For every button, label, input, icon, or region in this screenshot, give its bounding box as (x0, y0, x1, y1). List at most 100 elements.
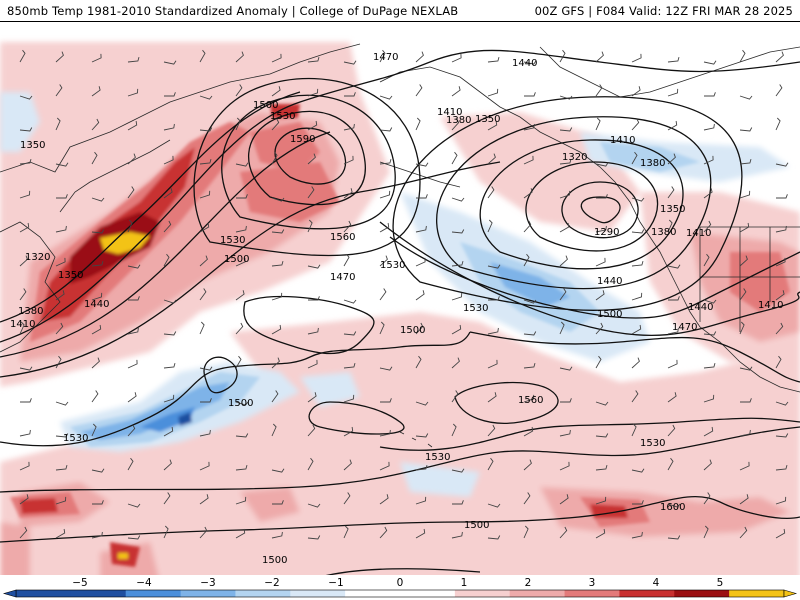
wind-barb (524, 92, 536, 97)
wind-barb (200, 398, 212, 403)
height-contour (325, 568, 481, 575)
wind-barb (595, 117, 601, 131)
wind-barb (199, 526, 208, 539)
wind-barb (595, 464, 608, 471)
contour-label: 1530 (463, 303, 488, 314)
contour-label: 1590 (290, 134, 315, 145)
wind-barb (775, 322, 784, 335)
wind-barb (55, 290, 65, 301)
coastlines (0, 43, 800, 448)
wind-barb (631, 423, 637, 437)
wind-barb (775, 290, 785, 301)
contour-label: 1440 (597, 276, 622, 287)
colorbar-legend: −5 −4 −3 −2 −1 0 1 2 3 4 5 (0, 575, 800, 600)
wind-barb (775, 117, 781, 131)
wind-barb (667, 424, 676, 437)
wind-barb (595, 496, 607, 505)
wind-barb (307, 88, 319, 97)
wind-barb (344, 92, 356, 97)
wind-barb (523, 394, 535, 403)
height-contour (479, 139, 684, 270)
wind-barb (379, 127, 393, 132)
wind-barb (703, 155, 714, 165)
wind-barb (343, 220, 352, 233)
wind-barb (308, 296, 320, 301)
height-contour (436, 116, 712, 290)
wind-barb (487, 264, 501, 269)
wind-barb (487, 424, 496, 437)
legend-tick-label: 3 (589, 577, 596, 589)
colorbar-segment (235, 590, 291, 597)
contour-label: 1440 (688, 302, 713, 313)
contour-label: 1350 (475, 114, 500, 125)
height-contour (203, 356, 238, 394)
legend-tick-label: −2 (264, 577, 279, 589)
wind-barb (55, 257, 66, 267)
wind-barb (271, 292, 283, 301)
wind-barb (523, 492, 531, 505)
warm-anomaly-area (100, 232, 150, 254)
wind-barb (415, 51, 424, 63)
wind-barb (235, 464, 248, 471)
wind-barb (487, 327, 499, 335)
wind-barb (487, 186, 495, 199)
wind-barb (163, 220, 172, 233)
wind-barb (667, 56, 680, 63)
wind-barb (271, 423, 277, 437)
wind-barb (487, 359, 498, 369)
wind-barb (739, 461, 750, 471)
wind-barb (523, 155, 534, 165)
wind-barb (523, 331, 537, 336)
wind-barb (55, 464, 68, 471)
wind-barb (163, 426, 174, 437)
wind-barb (487, 56, 500, 63)
wind-barb (235, 528, 246, 539)
wind-barb (703, 188, 713, 199)
wind-barb (19, 526, 28, 539)
contour-label: 1500 (464, 520, 489, 531)
wind-barb (271, 229, 285, 234)
wind-barb (559, 494, 569, 505)
wind-barb (163, 331, 177, 336)
wind-barb (19, 127, 33, 132)
wind-barb (19, 461, 30, 471)
wind-barb (775, 84, 783, 97)
wind-barb (631, 53, 642, 63)
wind-barb (559, 321, 565, 335)
wind-barb (91, 151, 98, 165)
wind-barb (91, 260, 104, 267)
wind-barb (740, 398, 752, 403)
wind-barb (667, 503, 681, 508)
contour-label: 1500 (400, 325, 425, 336)
wind-barb (343, 188, 353, 199)
wind-barb (667, 219, 673, 233)
coastline (379, 66, 800, 393)
wind-barb (487, 219, 493, 233)
wind-barb (631, 86, 641, 97)
height-contour (274, 127, 347, 185)
wind-barb (415, 257, 426, 267)
wind-barb (379, 222, 390, 233)
wind-barb (271, 118, 280, 131)
wind-barb (451, 468, 465, 473)
height-contour (0, 49, 800, 343)
wind-barb (55, 496, 67, 505)
wind-barb (775, 257, 786, 267)
contour-label: 1440 (84, 299, 109, 310)
wind-barb (560, 398, 572, 403)
height-contour (243, 295, 375, 355)
wind-barb (307, 457, 314, 471)
wind-barb (127, 359, 138, 369)
legend-tick-label: 2 (525, 577, 532, 589)
height-contour (392, 96, 743, 311)
wind-barb (307, 359, 318, 369)
contour-label: 1530 (220, 235, 245, 246)
wind-barb (559, 95, 573, 100)
wind-barb (739, 222, 750, 233)
wind-barb (127, 457, 134, 471)
wind-barb (595, 528, 606, 539)
contour-label: 1530 (640, 438, 665, 449)
wind-barb (127, 186, 135, 199)
wind-barb (235, 433, 249, 438)
wind-barb (739, 190, 751, 199)
